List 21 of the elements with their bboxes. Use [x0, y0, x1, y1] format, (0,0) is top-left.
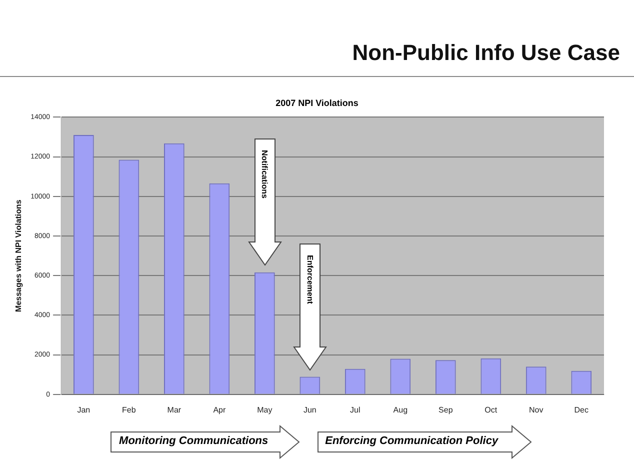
annotation: Enforcement [305, 254, 314, 304]
x-tick-label: Jun [303, 405, 316, 414]
y-axis-title: Messages with NPI Violations [14, 199, 24, 312]
x-tick-label: Aug [393, 405, 408, 414]
x-tick-label: Oct [484, 405, 498, 414]
annotation: Notifications [260, 150, 270, 198]
x-tick-label: Jan [77, 405, 90, 414]
x-tick-label: Jul [350, 405, 360, 414]
x-tick-label: Mar [167, 405, 182, 414]
chart-subtitle: 2007 NPI Violations [274, 98, 360, 108]
x-tick-label: Apr [213, 405, 226, 414]
right-arrow: Monitoring Communications [110, 425, 300, 459]
chart-title: Non-Public Info Use Case [352, 40, 620, 66]
down-arrow: Notifications [248, 138, 282, 266]
right-arrow: Enforcing Communication Policy [317, 425, 532, 459]
x-tick-label: Sep [438, 405, 454, 414]
x-tick-label: Nov [529, 405, 544, 414]
x-tick-label: May [257, 405, 272, 414]
x-tick-label: Feb [122, 405, 136, 414]
down-arrow: Enforcement [292, 242, 327, 371]
x-tick-label: Dec [574, 405, 588, 414]
